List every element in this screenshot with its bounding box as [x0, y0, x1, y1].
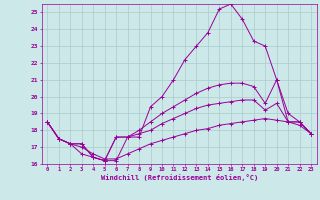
X-axis label: Windchill (Refroidissement éolien,°C): Windchill (Refroidissement éolien,°C) [100, 174, 258, 181]
